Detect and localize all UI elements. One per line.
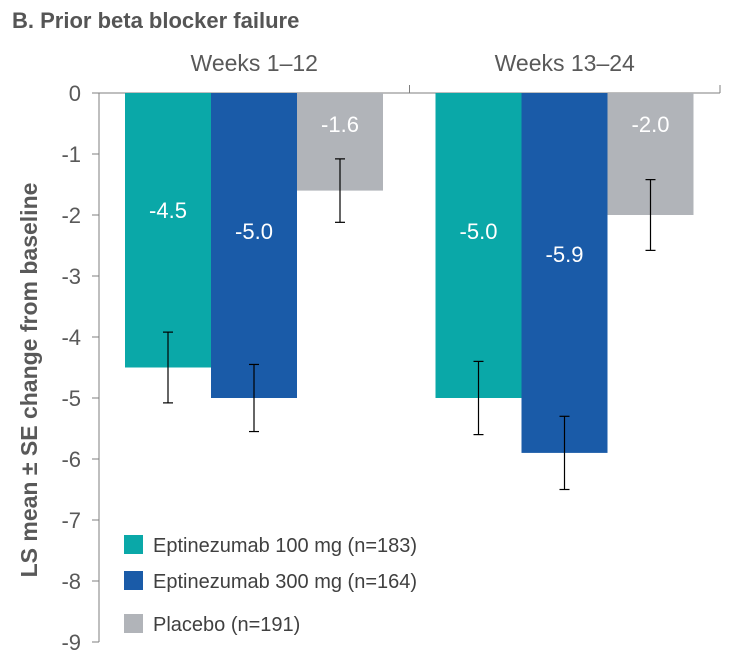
legend-swatch xyxy=(124,535,143,554)
axes: 0 -1 -2 -3 -4 -5 -6 -7 -8 -9 Weeks 1–12 Weeks 13–24 xyxy=(61,50,721,655)
data-label: -2.0 xyxy=(632,112,670,137)
legend-label: Eptinezumab 300 mg (n=164) xyxy=(153,571,417,593)
y-tick-label: -6 xyxy=(61,447,81,472)
bar xyxy=(435,93,522,398)
y-tick-label: -1 xyxy=(61,142,81,167)
y-tick-label: -7 xyxy=(61,508,81,533)
data-label: -4.5 xyxy=(149,198,187,223)
category-label: Weeks 13–24 xyxy=(495,50,635,76)
data-label: -5.0 xyxy=(235,219,273,244)
bar xyxy=(125,93,211,368)
bar xyxy=(521,93,608,453)
legend-swatch xyxy=(124,614,143,633)
y-tick-label: -5 xyxy=(61,386,81,411)
data-label: -1.6 xyxy=(321,112,359,137)
bar xyxy=(211,93,297,398)
y-tick-label: -4 xyxy=(61,325,81,350)
legend: Eptinezumab 100 mg (n=183) Eptinezumab 30… xyxy=(124,535,417,636)
data-label: -5.9 xyxy=(546,242,584,267)
y-tick-label: -3 xyxy=(61,264,81,289)
y-axis-label: LS mean ± SE change from baseline xyxy=(16,183,42,578)
y-tick-label: -8 xyxy=(61,569,81,594)
legend-label: Eptinezumab 100 mg (n=183) xyxy=(153,535,417,557)
category-label: Weeks 1–12 xyxy=(191,50,318,76)
chart-title: B. Prior beta blocker failure xyxy=(12,8,299,33)
legend-label: Placebo (n=191) xyxy=(153,614,300,636)
data-label: -5.0 xyxy=(460,219,498,244)
bars: -4.5 -5.0 -5.0 -5.9 -1.6 -2.0 xyxy=(125,93,694,491)
y-tick-label: -9 xyxy=(61,630,81,655)
y-tick-label: -2 xyxy=(61,203,81,228)
legend-swatch xyxy=(124,571,143,590)
y-tick-label: 0 xyxy=(69,81,81,106)
